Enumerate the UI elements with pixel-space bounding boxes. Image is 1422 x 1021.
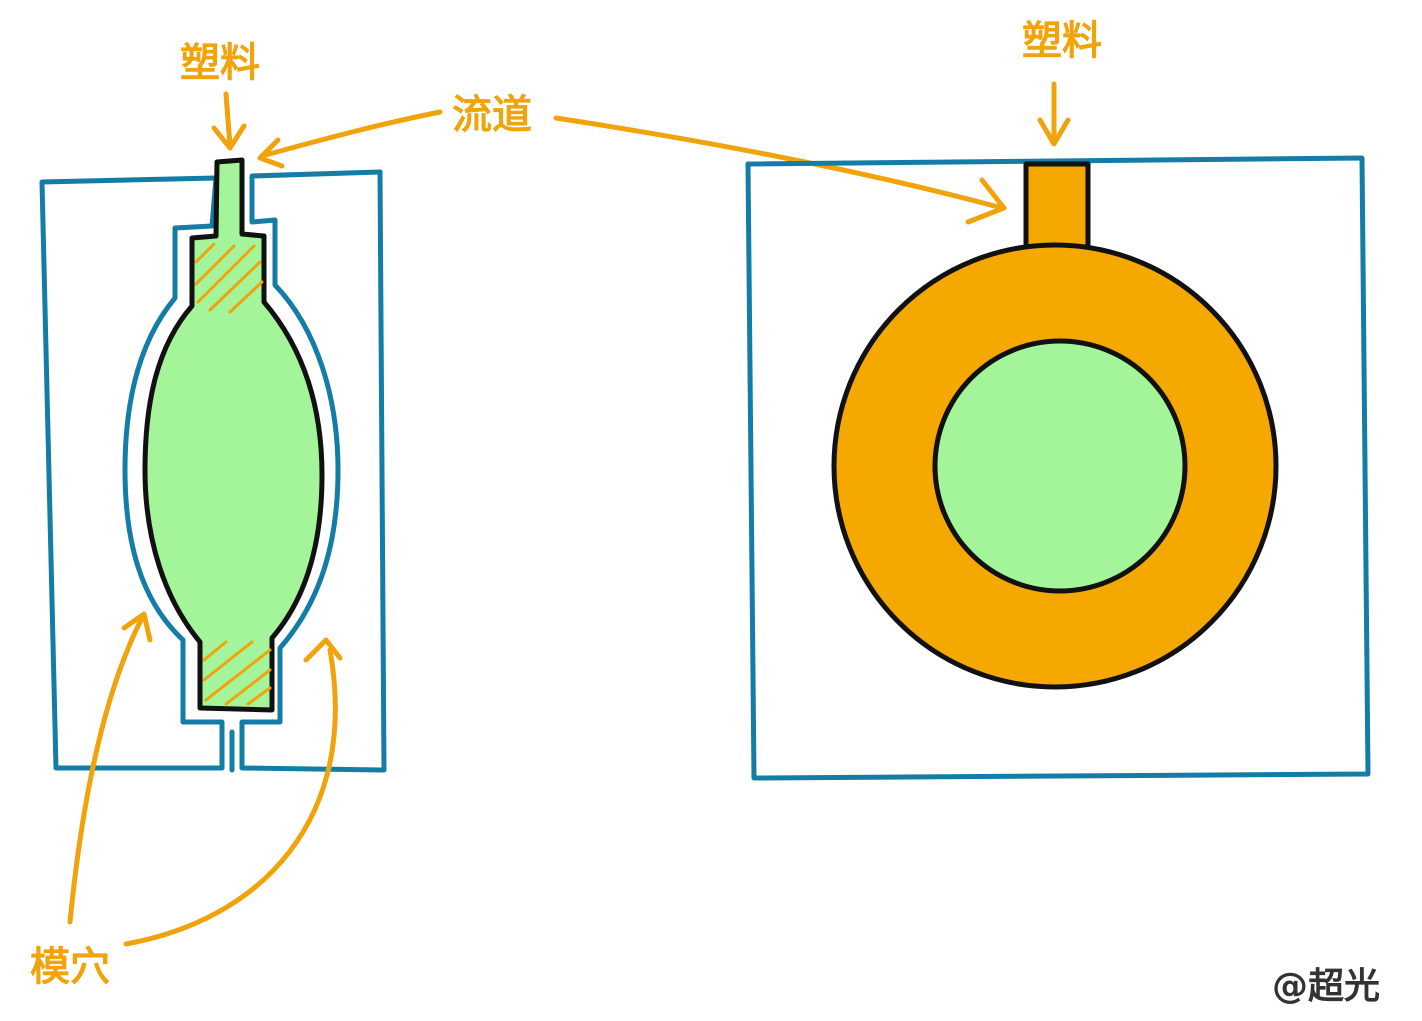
molded-part-left	[142, 157, 325, 713]
arrow-icon-cavity-right	[123, 637, 343, 947]
arrow-down-icon	[211, 91, 247, 151]
arrow-icon-runner-right	[553, 115, 1007, 225]
mold-top-view-outline	[745, 155, 1371, 781]
left-cross-section: 塑料 模穴	[30, 40, 387, 990]
hatch-pattern-bottom	[202, 640, 272, 706]
label-runner: 流道	[452, 92, 532, 138]
arrow-icon-runner-left	[257, 109, 443, 169]
arrow-icon-cavity-left	[67, 611, 153, 925]
right-top-view: 塑料	[745, 18, 1371, 781]
label-plastic-left: 塑料	[180, 40, 260, 86]
runner-stem	[1023, 161, 1091, 259]
mold-left-half	[39, 175, 225, 771]
arrow-down-icon-right	[1037, 81, 1071, 147]
label-plastic-right: 塑料	[1022, 18, 1102, 64]
label-cavity: 模穴	[30, 944, 110, 990]
core-circle	[932, 338, 1188, 594]
runner-callout: 流道	[257, 92, 1007, 225]
mold-right-half	[239, 169, 387, 773]
author-credit: @超光	[1272, 966, 1380, 1007]
hatch-pattern-top	[194, 242, 264, 314]
part-body	[142, 157, 325, 713]
